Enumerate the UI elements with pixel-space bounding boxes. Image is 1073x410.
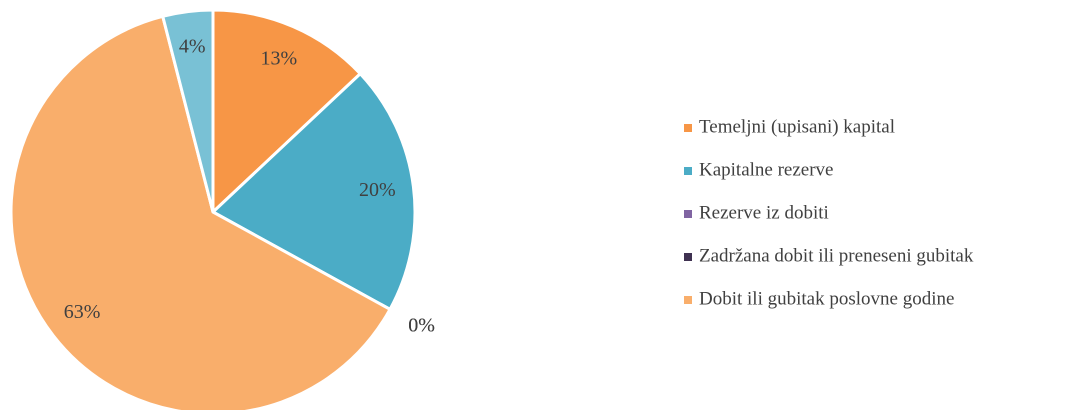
legend-swatch	[684, 296, 692, 304]
legend-swatch	[684, 167, 692, 175]
data-label: 0%	[408, 314, 435, 336]
legend-swatch	[684, 124, 692, 132]
data-label: 4%	[179, 35, 206, 57]
legend-label: Dobit ili gubitak poslovne godine	[699, 288, 954, 309]
pie-slice	[211, 8, 363, 216]
pie-slice	[9, 14, 393, 410]
pie-slice	[210, 71, 417, 312]
pie-slice	[160, 8, 215, 213]
legend-swatch	[684, 210, 692, 218]
data-label: 13%	[260, 48, 297, 70]
legend-label: Temeljni (upisani) kapital	[699, 116, 895, 137]
legend-label: Kapitalne rezerve	[699, 159, 834, 180]
legend-swatch	[684, 253, 692, 261]
legend-label: Zadržana dobit ili preneseni gubitak	[699, 245, 974, 266]
data-label: 20%	[359, 179, 396, 201]
data-label: 0%	[408, 314, 435, 336]
data-label: 63%	[64, 301, 101, 323]
legend-label: Rezerve iz dobiti	[699, 202, 829, 223]
